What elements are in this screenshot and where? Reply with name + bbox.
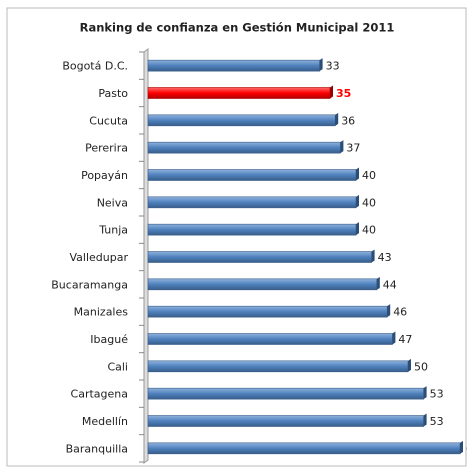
value-label: 53 (430, 388, 444, 401)
axis-wall (143, 48, 149, 464)
y-tick-label: Baranquilla (66, 442, 128, 455)
y-tick-label: Tunja (98, 224, 128, 237)
value-label: 43 (378, 251, 392, 264)
frame (6, 7, 467, 467)
value-label: 53 (430, 415, 444, 428)
bar (147, 223, 357, 236)
bar-end (460, 440, 463, 454)
bar-end (330, 85, 333, 99)
bar-end (319, 58, 323, 72)
bar (147, 278, 378, 291)
bar (147, 114, 336, 127)
bar-end (356, 222, 359, 236)
value-label: 40 (362, 169, 376, 182)
value-label: 35 (336, 87, 351, 100)
y-tick-label: Cartagena (71, 388, 128, 401)
y-tick-label: Pererira (85, 142, 128, 155)
bar-end (423, 386, 427, 400)
value-label: 44 (383, 278, 397, 291)
value-label: 40 (362, 224, 376, 237)
value-label: 36 (341, 114, 355, 127)
bar-end (356, 194, 359, 208)
y-tick-label: Manizales (74, 306, 129, 319)
bar-end (408, 358, 411, 372)
bar (147, 141, 341, 154)
y-tick-label: Neiva (97, 196, 128, 209)
y-tick-label: Pasto (98, 87, 128, 100)
value-label: 50 (414, 360, 428, 373)
y-tick-label: Cali (107, 360, 128, 373)
bar (147, 387, 424, 400)
y-tick-label: Popayán (81, 169, 128, 182)
bar-end (356, 167, 359, 181)
bar-end (371, 249, 375, 263)
y-tick-label: Bucaramanga (51, 278, 128, 291)
bar (147, 196, 357, 209)
bar-end (423, 413, 427, 427)
bar (147, 415, 424, 427)
value-label: 40 (362, 196, 376, 209)
bar-end (376, 276, 380, 290)
bar-end (335, 112, 339, 126)
bar-end (387, 304, 391, 318)
chart-title: Ranking de confianza en Gestión Municipa… (80, 21, 395, 35)
value-label: 47 (398, 333, 412, 346)
bar (147, 360, 409, 373)
bar (147, 305, 388, 318)
y-tick-label: Bogotá D.C. (62, 60, 128, 73)
bar-end (392, 331, 396, 345)
bar (147, 251, 372, 263)
value-label: 46 (393, 306, 407, 319)
value-label: 37 (346, 142, 360, 155)
y-tick-label: Valledupar (70, 251, 129, 264)
y-tick-label: Medellín (82, 415, 128, 428)
bar (147, 333, 393, 345)
bar (147, 169, 357, 181)
y-tick-label: Ibagué (90, 333, 128, 346)
value-label: 33 (326, 60, 340, 73)
y-tick-label: Cucuta (89, 114, 128, 127)
bar (147, 59, 320, 72)
bar (147, 442, 461, 455)
bar (147, 87, 331, 99)
bar-end (340, 140, 344, 154)
